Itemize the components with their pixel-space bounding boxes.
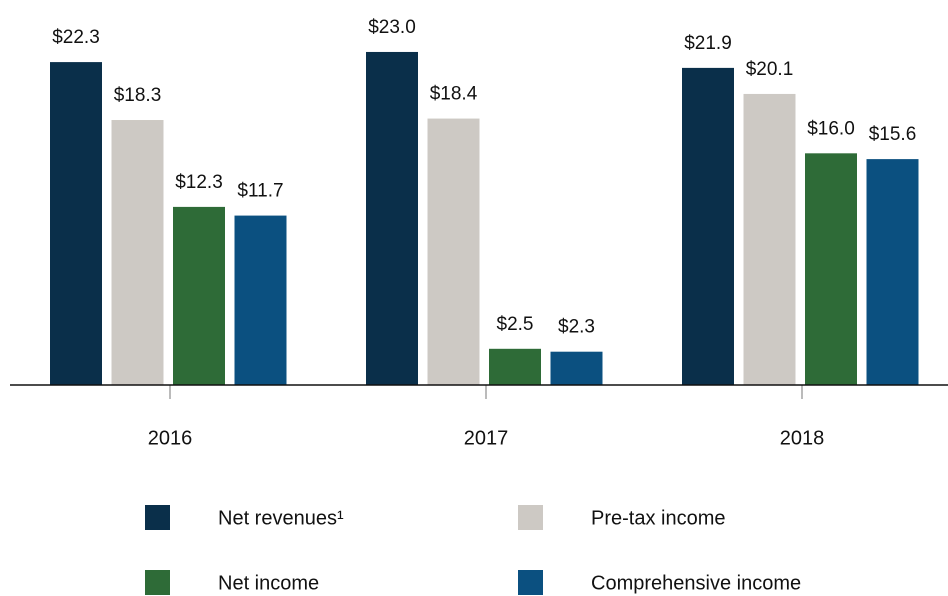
bar	[743, 93, 796, 386]
value-label: $11.7	[237, 181, 283, 202]
bar	[489, 348, 541, 385]
value-label: $2.3	[558, 317, 595, 338]
value-label: $15.6	[869, 124, 917, 145]
bar	[173, 206, 225, 385]
bar	[50, 62, 102, 385]
bar	[234, 215, 287, 385]
legend-label: Comprehensive income	[591, 572, 801, 594]
legend-label: Pre-tax income	[591, 507, 726, 529]
legend-swatch	[145, 505, 170, 530]
legend-swatch	[518, 505, 543, 530]
x-tick-label: 2016	[148, 427, 193, 449]
value-label: $18.4	[430, 84, 478, 105]
value-label: $16.0	[807, 118, 855, 139]
value-label: $22.3	[52, 27, 100, 48]
legend-label: Net income	[218, 572, 319, 594]
value-label: $21.9	[684, 33, 732, 54]
legend-label: Net revenues¹	[218, 507, 344, 529]
bar	[682, 67, 734, 385]
legend-swatch	[518, 570, 543, 595]
bar	[111, 120, 164, 386]
value-label: $18.3	[114, 85, 162, 106]
x-tick-label: 2018	[780, 427, 825, 449]
x-tick-label: 2017	[464, 427, 509, 449]
bar	[366, 51, 418, 386]
bar	[550, 351, 603, 385]
value-label: $2.5	[497, 314, 534, 335]
value-label: $20.1	[746, 59, 794, 80]
bar	[866, 159, 919, 385]
bar	[805, 153, 857, 385]
bar	[427, 118, 480, 386]
legend-swatch	[145, 570, 170, 595]
value-label: $12.3	[175, 172, 223, 193]
value-label: $23.0	[368, 17, 416, 38]
